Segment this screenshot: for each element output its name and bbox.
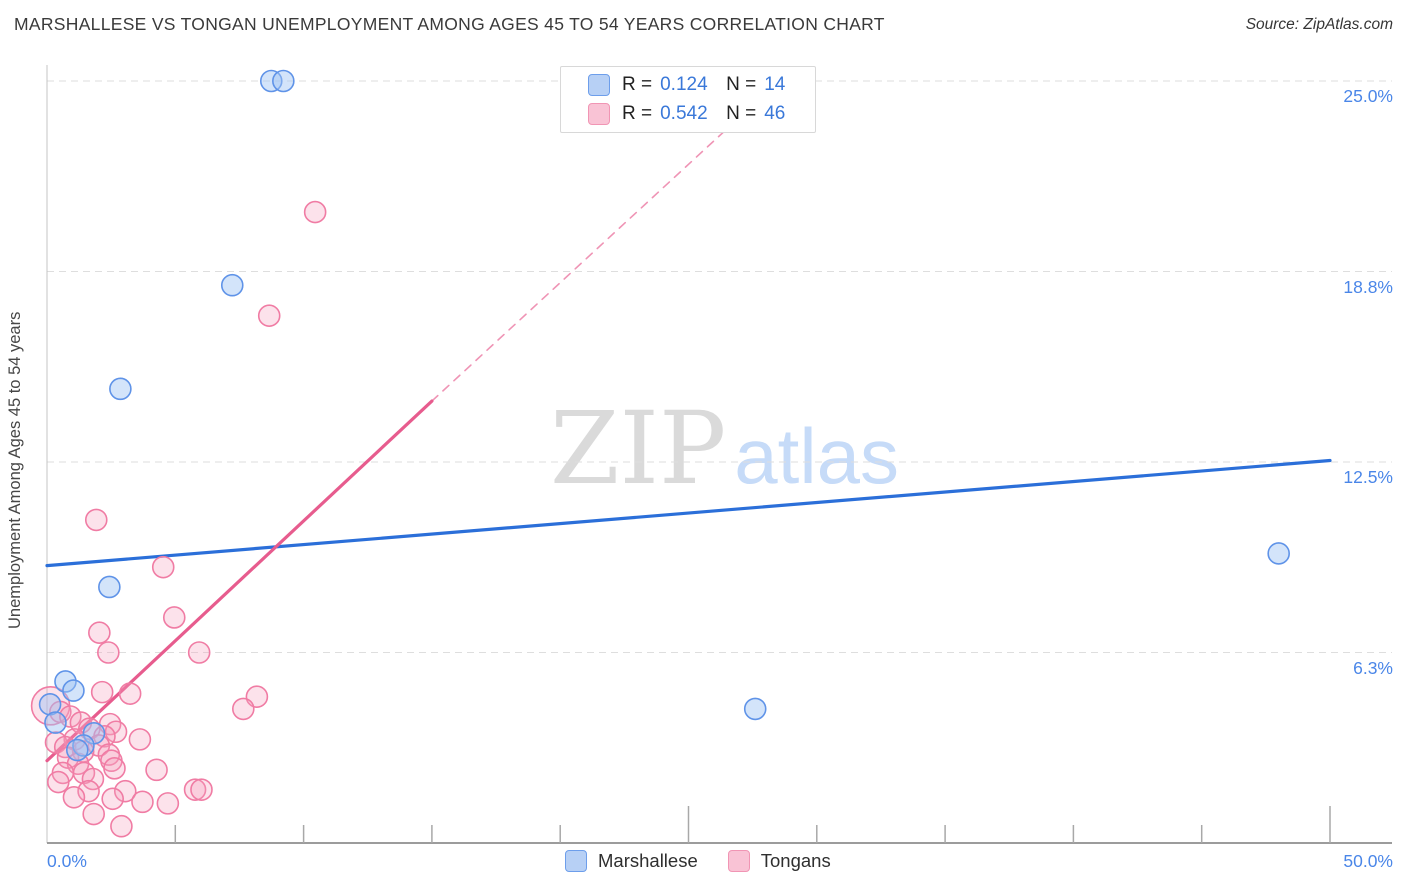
tongans-scatter-point: [128, 728, 152, 751]
tongans-scatter-point: [156, 792, 180, 815]
marshallese-scatter-point: [109, 377, 132, 401]
tongans-scatter-point: [77, 779, 100, 803]
tongans-scatter-point: [257, 304, 281, 327]
tongans-scatter-point: [62, 785, 86, 809]
legend-item-marshallese: Marshallese: [565, 850, 698, 872]
marshallese-scatter-point: [54, 670, 77, 693]
y-tick-label: 12.5%: [1343, 467, 1393, 487]
tongans-scatter-point: [110, 814, 133, 838]
tongans-scatter-point: [59, 705, 82, 728]
marshallese-swatch-icon: [565, 850, 587, 872]
tongans-scatter-point: [84, 508, 108, 532]
marshallese-scatter-point: [38, 693, 62, 716]
n-label: N =: [726, 74, 757, 95]
tongans-scatter-point: [90, 680, 114, 704]
tongans-scatter-point: [97, 641, 120, 664]
tongans-scatter-point: [88, 621, 111, 644]
tongans-scatter-point: [145, 758, 168, 782]
marshallese-scatter-point: [65, 738, 89, 762]
y-tick-label: 18.8%: [1343, 276, 1393, 297]
r-label: R =: [622, 103, 653, 124]
marshallese-swatch-icon: [588, 74, 610, 96]
marshallese-trend-line-solid: [45, 458, 1332, 568]
marshallese-scatter-point: [62, 679, 85, 702]
r-value: 0.124: [660, 74, 708, 95]
tongans-scatter-point: [190, 778, 213, 801]
tongans-scatter-point: [183, 778, 207, 801]
x-axis-max-label: 50.0%: [1343, 851, 1393, 871]
marshallese-scatter-point: [44, 711, 67, 734]
page-title: MARSHALLESE VS TONGAN UNEMPLOYMENT AMONG…: [14, 14, 885, 34]
tongans-trend-line-solid: [45, 399, 434, 763]
marshallese-scatter-point: [98, 575, 121, 599]
r-label: R =: [622, 74, 653, 95]
tongans-scatter-point: [101, 787, 124, 811]
tongans-scatter-point: [82, 802, 106, 826]
marshallese-scatter-point: [220, 273, 244, 297]
tongans-scatter-point: [162, 606, 186, 629]
y-tick-label: 25.0%: [1343, 86, 1393, 106]
series-legend: Marshallese Tongans: [565, 850, 831, 872]
legend-row-marshallese: R = 0.124 N = 14: [588, 73, 815, 97]
r-value: 0.542: [660, 103, 708, 124]
tongans-scatter-point: [113, 779, 137, 803]
tongans-scatter-point: [303, 200, 327, 224]
tongans-scatter-point: [104, 720, 128, 744]
tongans-scatter-point: [187, 641, 211, 664]
n-value: 14: [764, 74, 786, 95]
legend-row-tongans: R = 0.542 N = 46: [588, 102, 815, 126]
tongans-scatter-point: [231, 697, 255, 721]
marshallese-scatter-point: [743, 697, 767, 721]
tongans-swatch-icon: [727, 850, 750, 872]
tongans-scatter-point: [131, 790, 154, 814]
tongans-scatter-point: [151, 555, 175, 579]
legend-label-marshallese: Marshallese: [598, 850, 698, 871]
legend-item-tongans: Tongans: [727, 850, 831, 872]
tongans-swatch-icon: [588, 103, 610, 125]
n-label: N =: [726, 103, 757, 124]
source-credit: Source: ZipAtlas.com: [1245, 16, 1393, 33]
x-axis-min-label: 0.0%: [47, 851, 87, 871]
tongans-scatter-point: [46, 770, 70, 794]
correlation-stats-legend: R = 0.124 N = 14 R = 0.542 N = 46: [560, 66, 816, 133]
tongans-scatter-point: [81, 767, 105, 791]
legend-label-tongans: Tongans: [760, 850, 831, 871]
y-tick-label: 6.3%: [1353, 657, 1393, 678]
tongans-scatter-point: [103, 757, 126, 780]
n-value: 46: [764, 103, 786, 124]
tongans-scatter-point: [118, 682, 142, 705]
marshallese-scatter-point: [272, 69, 295, 93]
marshallese-scatter-point: [259, 69, 283, 93]
marshallese-scatter-point: [1267, 542, 1290, 565]
